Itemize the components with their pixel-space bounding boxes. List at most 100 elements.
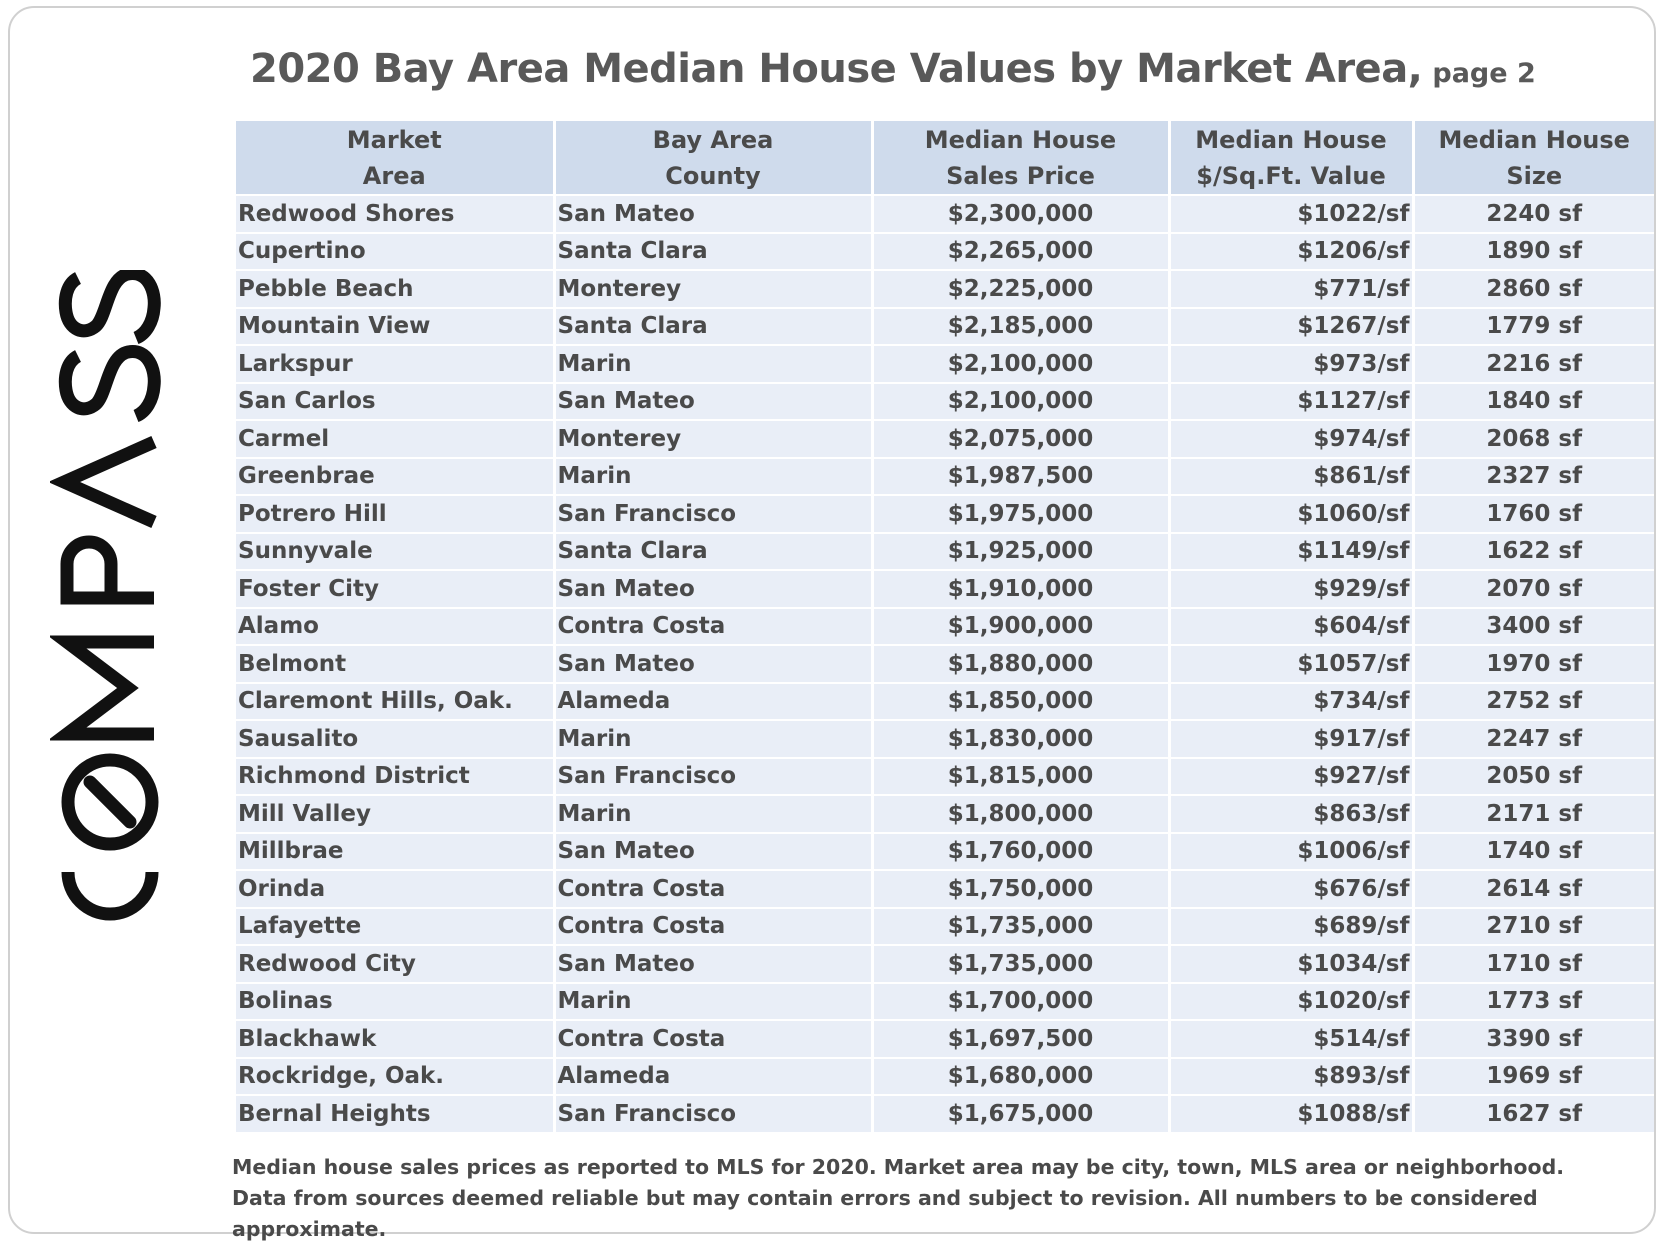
table-row: Lafayette Contra Costa $1,735,000 $689/sf 27…	[236, 906, 1654, 945]
table-row: Alamo Contra Costa $1,900,000 $604/sf 3400 s…	[236, 606, 1654, 645]
table-row: Millbrae San Mateo $1,760,000 $1006/sf 1740 …	[236, 831, 1654, 870]
price-per-sqft-cell: $1022/sf	[1169, 194, 1415, 233]
county-cell: San Francisco	[554, 494, 874, 533]
market-area-cell: Sausalito	[236, 719, 556, 758]
county-cell: San Mateo	[554, 944, 874, 983]
house-size-cell: 2752 sf	[1413, 681, 1654, 720]
column-header-county: Bay Area County	[554, 121, 874, 195]
market-area-cell: Larkspur	[236, 344, 556, 383]
table-row: Sausalito Marin $1,830,000 $917/sf 2247 sf	[236, 719, 1654, 758]
median-price-cell: $2,225,000	[872, 269, 1171, 308]
table-header-row: Market Area Bay Area County Median House…	[236, 121, 1654, 195]
county-cell: Contra Costa	[554, 906, 874, 945]
market-area-cell: Mill Valley	[236, 794, 556, 833]
price-per-sqft-cell: $1020/sf	[1169, 981, 1415, 1020]
median-price-cell: $1,735,000	[872, 944, 1171, 983]
price-per-sqft-cell: $1206/sf	[1169, 231, 1415, 270]
table-row: Sunnyvale Santa Clara $1,925,000 $1149/sf 16…	[236, 531, 1654, 570]
price-per-sqft-cell: $771/sf	[1169, 269, 1415, 308]
median-price-cell: $1,850,000	[872, 681, 1171, 720]
market-area-cell: Bernal Heights	[236, 1094, 556, 1132]
county-cell: Monterey	[554, 419, 874, 458]
price-per-sqft-cell: $863/sf	[1169, 794, 1415, 833]
median-price-cell: $2,100,000	[872, 381, 1171, 420]
county-cell: Monterey	[554, 269, 874, 308]
price-per-sqft-cell: $604/sf	[1169, 606, 1415, 645]
market-area-cell: Carmel	[236, 419, 556, 458]
compass-logo-wordmark	[50, 270, 161, 921]
median-price-cell: $1,910,000	[872, 569, 1171, 608]
median-price-cell: $1,975,000	[872, 494, 1171, 533]
market-area-cell: Richmond District	[236, 756, 556, 795]
price-per-sqft-cell: $927/sf	[1169, 756, 1415, 795]
county-cell: Alameda	[554, 1056, 874, 1095]
house-size-cell: 2247 sf	[1413, 719, 1654, 758]
price-per-sqft-cell: $1267/sf	[1169, 306, 1415, 345]
table-row: Pebble Beach Monterey $2,225,000 $771/sf 286…	[236, 269, 1654, 308]
house-size-cell: 2171 sf	[1413, 794, 1654, 833]
median-price-cell: $1,697,500	[872, 1019, 1171, 1058]
median-price-cell: $1,925,000	[872, 531, 1171, 570]
median-price-cell: $2,100,000	[872, 344, 1171, 383]
market-area-cell: Greenbrae	[236, 456, 556, 495]
table-row: Cupertino Santa Clara $2,265,000 $1206/sf 18…	[236, 231, 1654, 270]
median-price-cell: $2,185,000	[872, 306, 1171, 345]
market-area-cell: Redwood City	[236, 944, 556, 983]
house-size-cell: 1969 sf	[1413, 1056, 1654, 1095]
price-per-sqft-cell: $689/sf	[1169, 906, 1415, 945]
market-area-cell: Millbrae	[236, 831, 556, 870]
house-size-cell: 2710 sf	[1413, 906, 1654, 945]
price-per-sqft-cell: $1088/sf	[1169, 1094, 1415, 1132]
house-size-cell: 1779 sf	[1413, 306, 1654, 345]
median-price-cell: $1,900,000	[872, 606, 1171, 645]
price-per-sqft-cell: $1034/sf	[1169, 944, 1415, 983]
price-per-sqft-cell: $917/sf	[1169, 719, 1415, 758]
price-per-sqft-cell: $1057/sf	[1169, 644, 1415, 683]
county-cell: Marin	[554, 344, 874, 383]
market-area-cell: Bolinas	[236, 981, 556, 1020]
county-cell: Marin	[554, 719, 874, 758]
house-size-cell: 2050 sf	[1413, 756, 1654, 795]
house-size-cell: 3400 sf	[1413, 606, 1654, 645]
market-area-cell: Blackhawk	[236, 1019, 556, 1058]
median-price-cell: $1,800,000	[872, 794, 1171, 833]
county-cell: Alameda	[554, 681, 874, 720]
median-price-cell: $1,735,000	[872, 906, 1171, 945]
table-body: Redwood Shores San Mateo $2,300,000 $1022/s…	[236, 194, 1654, 1132]
price-per-sqft-cell: $1006/sf	[1169, 831, 1415, 870]
title-main: 2020 Bay Area Median House Values by Mar…	[250, 46, 1423, 92]
county-cell: Santa Clara	[554, 306, 874, 345]
column-header-market-area: Market Area	[236, 121, 556, 195]
market-area-cell: Redwood Shores	[236, 194, 556, 233]
house-size-cell: 2327 sf	[1413, 456, 1654, 495]
market-area-cell: San Carlos	[236, 381, 556, 420]
house-size-cell: 1622 sf	[1413, 531, 1654, 570]
county-cell: San Mateo	[554, 831, 874, 870]
price-per-sqft-cell: $861/sf	[1169, 456, 1415, 495]
table-row: Bernal Heights San Francisco $1,675,000 $10…	[236, 1094, 1654, 1132]
market-area-cell: Claremont Hills, Oak.	[236, 681, 556, 720]
median-price-cell: $2,075,000	[872, 419, 1171, 458]
county-cell: Marin	[554, 981, 874, 1020]
county-cell: Contra Costa	[554, 869, 874, 908]
market-values-table: Market Area Bay Area County Median House…	[236, 121, 1654, 1132]
compass-logo	[50, 270, 170, 960]
table-row: Carmel Monterey $2,075,000 $974/sf 2068 sf	[236, 419, 1654, 458]
table-row: Bolinas Marin $1,700,000 $1020/sf 1773 sf	[236, 981, 1654, 1020]
title-page-label: page 2	[1432, 58, 1536, 89]
price-per-sqft-cell: $893/sf	[1169, 1056, 1415, 1095]
table-row: Redwood City San Mateo $1,735,000 $1034/sf 1…	[236, 944, 1654, 983]
price-per-sqft-cell: $1060/sf	[1169, 494, 1415, 533]
market-area-cell: Rockridge, Oak.	[236, 1056, 556, 1095]
table-row: Rockridge, Oak. Alameda $1,680,000 $893/sf 1…	[236, 1056, 1654, 1095]
county-cell: Contra Costa	[554, 606, 874, 645]
market-area-cell: Pebble Beach	[236, 269, 556, 308]
county-cell: San Francisco	[554, 1094, 874, 1132]
county-cell: Marin	[554, 794, 874, 833]
table-row: San Carlos San Mateo $2,100,000 $1127/sf 184…	[236, 381, 1654, 420]
market-area-cell: Orinda	[236, 869, 556, 908]
house-size-cell: 2860 sf	[1413, 269, 1654, 308]
median-price-cell: $1,680,000	[872, 1056, 1171, 1095]
house-size-cell: 1710 sf	[1413, 944, 1654, 983]
market-area-cell: Foster City	[236, 569, 556, 608]
